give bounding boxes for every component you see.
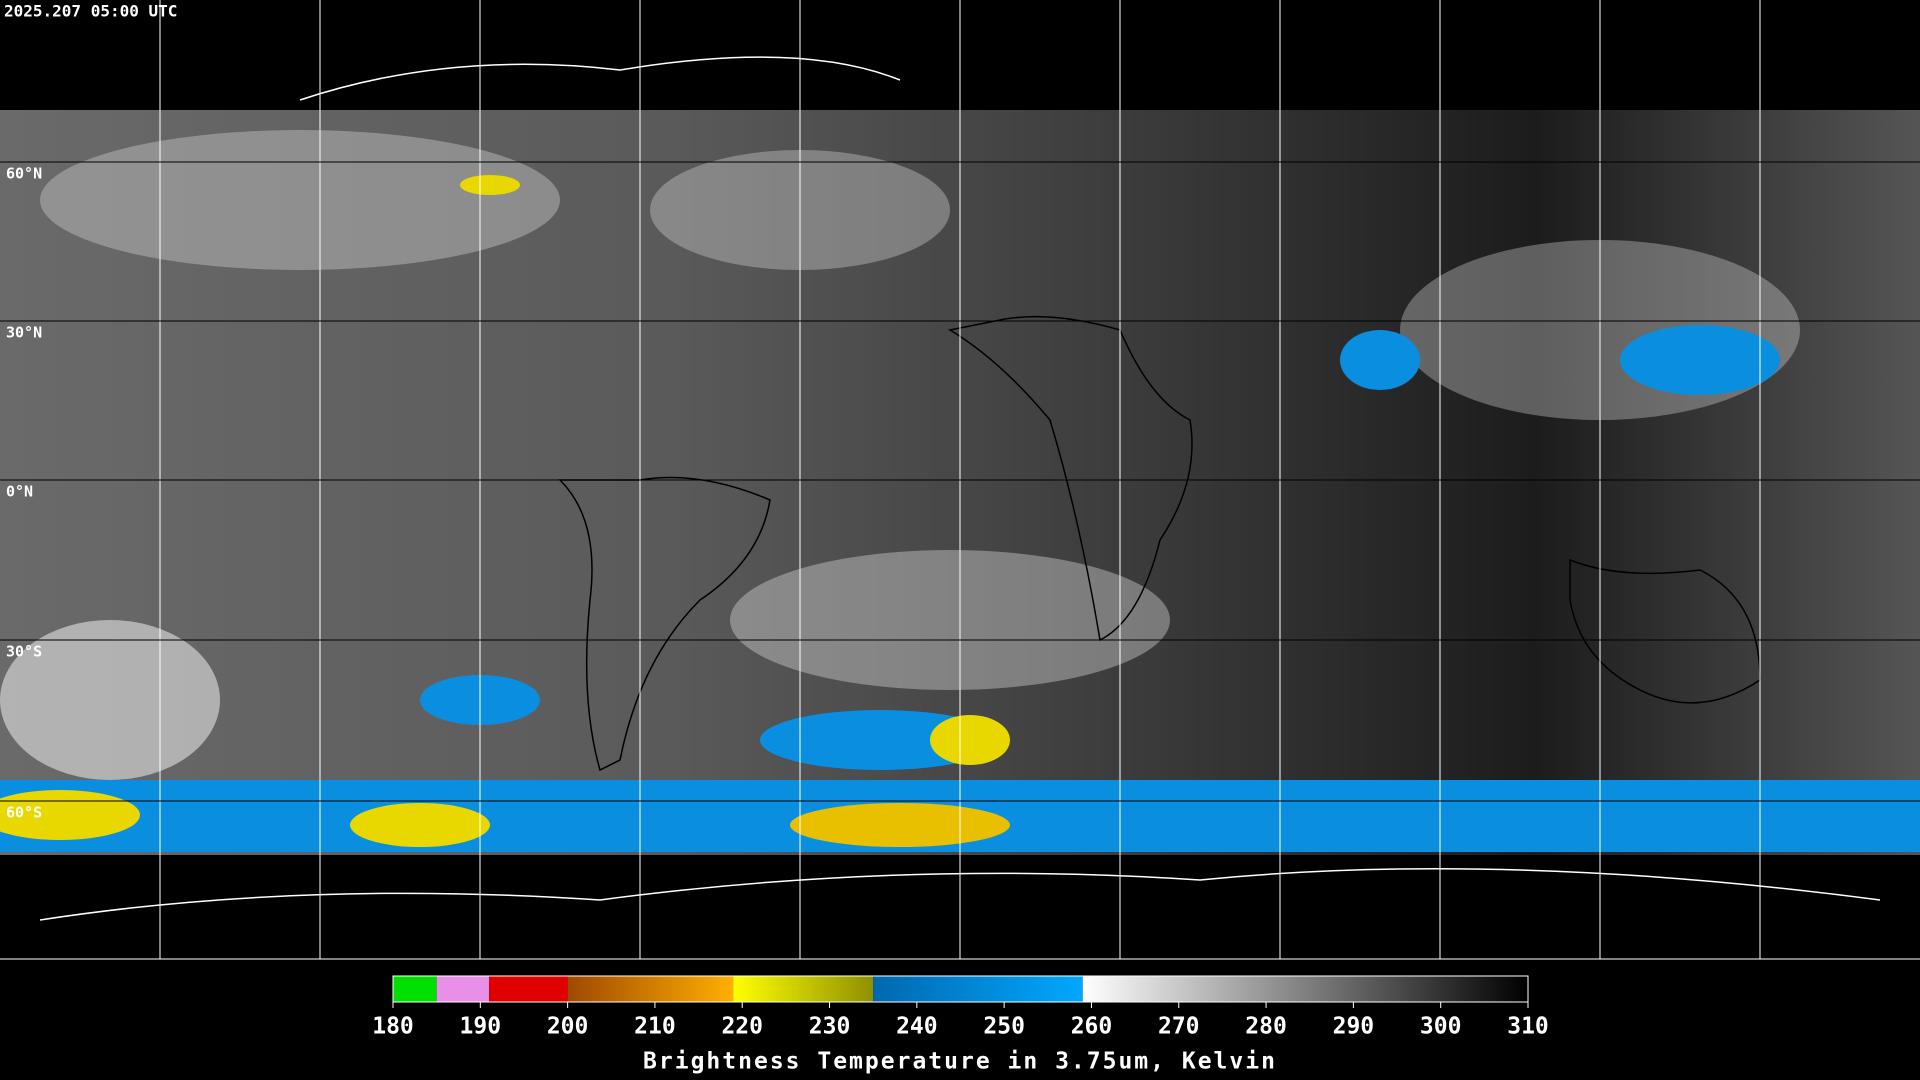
cold-cloud: [1340, 330, 1420, 390]
very-cold-cloud: [460, 175, 520, 195]
colorbar-tick-label: 220: [721, 1014, 763, 1040]
colorbar-tick-label: 240: [896, 1014, 938, 1040]
cloud: [0, 620, 220, 780]
colorbar-tick-label: 270: [1158, 1014, 1200, 1040]
colorbar-segment: [393, 976, 437, 1002]
latitude-label: 30°S: [6, 643, 42, 661]
very-cold-cloud: [0, 790, 140, 840]
colorbar-tick-label: 230: [809, 1014, 851, 1040]
latitude-label: 0°N: [6, 483, 33, 501]
colorbar-tick-label: 300: [1420, 1014, 1462, 1040]
colorbar-border: [392, 975, 1529, 1003]
colorbar-title: Brightness Temperature in 3.75um, Kelvin: [643, 1049, 1277, 1075]
colorbar-tick-label: 280: [1245, 1014, 1287, 1040]
colorbar: 180 190 200 210 220 230 240 250 260 270 280 290 300 3…: [372, 975, 1549, 1040]
coastline: [39, 868, 1881, 921]
colorbar-tick-label: 260: [1071, 1014, 1113, 1040]
coastline: [299, 56, 901, 101]
graticule: 60°N 30°N 0°N 30°S 60°S: [0, 0, 1920, 960]
latitude-label: 60°S: [6, 804, 42, 822]
colorbar-tick-label: 210: [634, 1014, 676, 1040]
colorbar-tick-label: 310: [1507, 1014, 1549, 1040]
colorbar-tick-label: 200: [547, 1014, 589, 1040]
colorbar-segment: [1082, 976, 1528, 1002]
colorbar-tick-label: 180: [372, 1014, 414, 1040]
colorbar-segment: [873, 976, 1083, 1002]
colorbar-tick-label: 250: [983, 1014, 1025, 1040]
colorbar-segment: [489, 976, 568, 1002]
very-cold-cloud: [930, 715, 1010, 765]
colorbar-tick-label: 290: [1333, 1014, 1375, 1040]
cold-cloud: [1620, 325, 1780, 395]
cloud: [730, 550, 1170, 690]
colorbar-segment: [733, 976, 874, 1002]
very-cold-cloud: [790, 803, 1010, 847]
coastline: [558, 476, 771, 772]
colorbar-segment: [436, 976, 490, 1002]
timestamp: 2025.207 05:00 UTC: [4, 2, 177, 21]
colorbar-tick-label: 190: [460, 1014, 502, 1040]
latitude-label: 30°N: [6, 324, 42, 342]
colorbar-segment: [567, 976, 734, 1002]
cloud: [40, 130, 560, 270]
latitude-label: 60°N: [6, 165, 42, 183]
very-cold-cloud: [350, 803, 490, 847]
